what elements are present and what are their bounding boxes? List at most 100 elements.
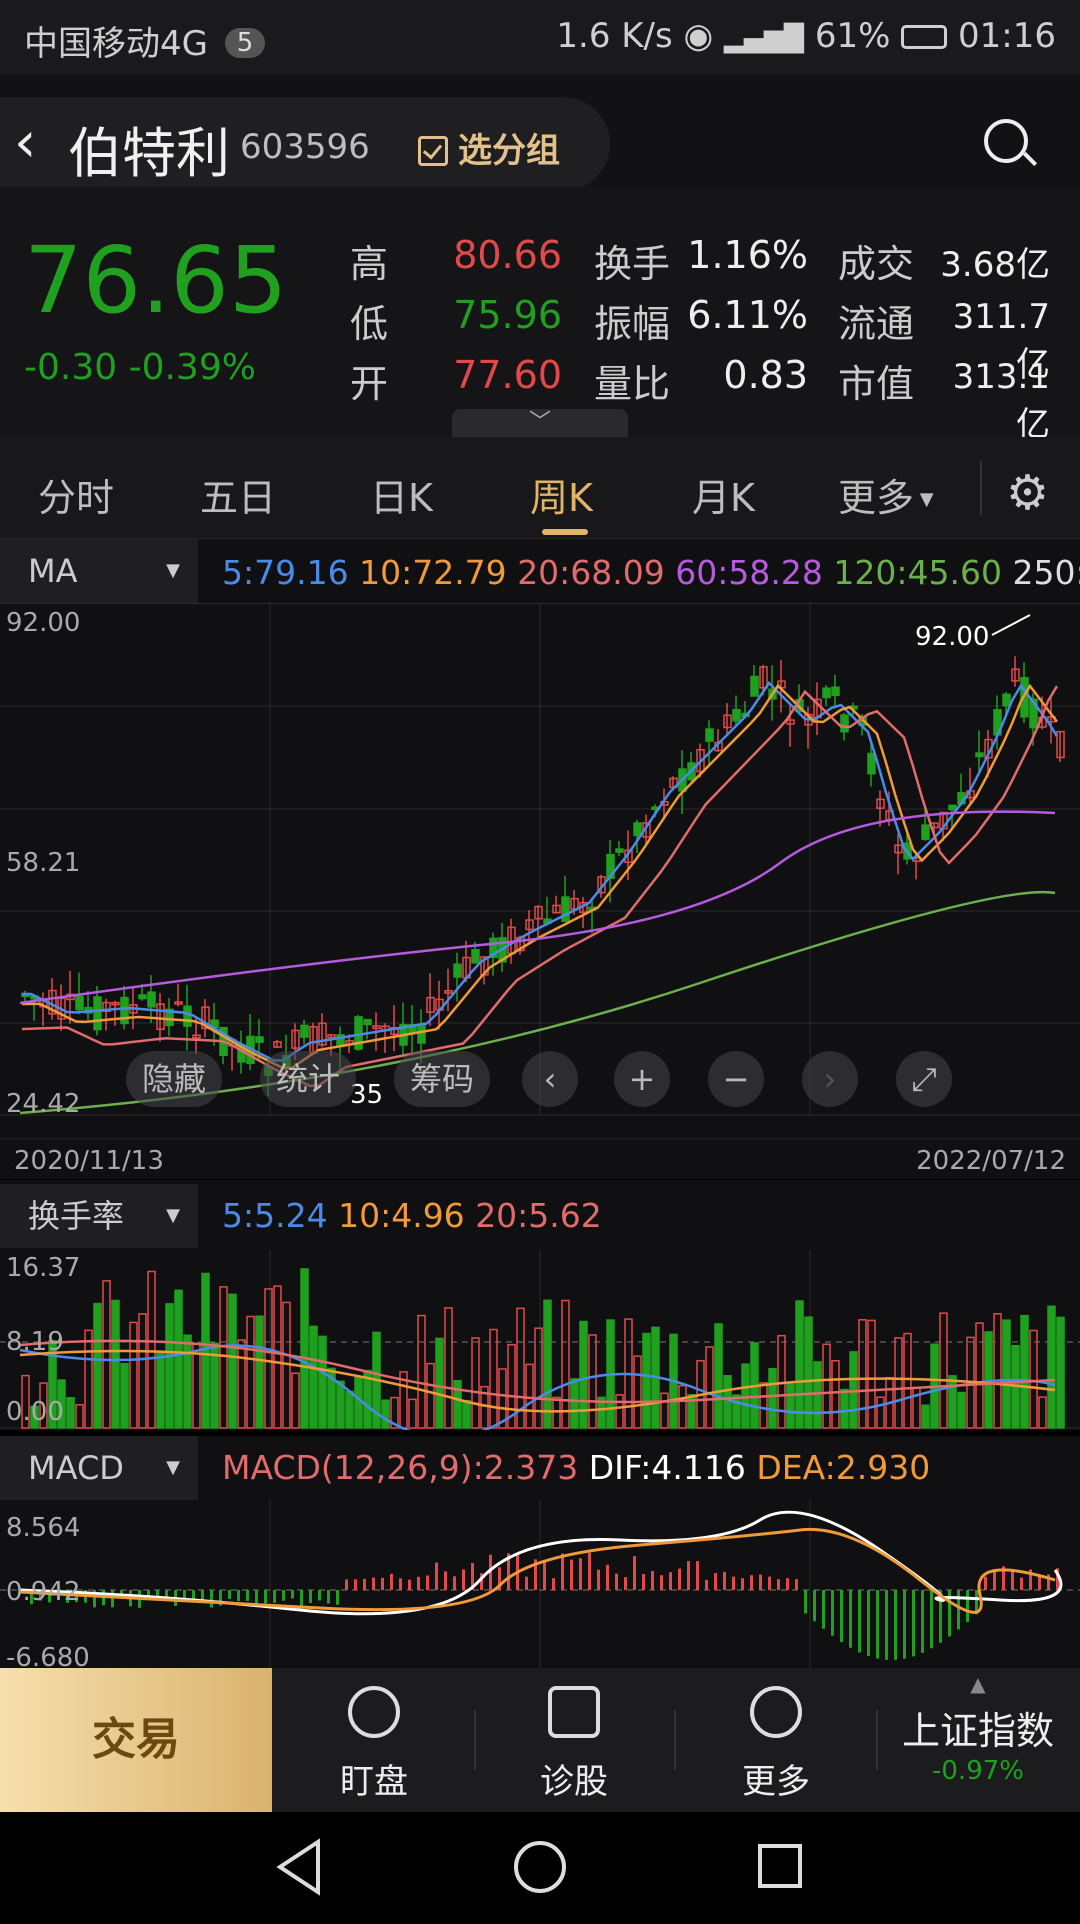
fullscreen-icon[interactable]: ⤢ (896, 1051, 952, 1107)
macd-bar (489, 1554, 492, 1590)
turnover-bar (345, 1390, 354, 1429)
macd-bar (66, 1590, 69, 1603)
active-tab-indicator (542, 529, 588, 535)
nav-back-icon[interactable] (276, 1838, 320, 1896)
tab-monthly-k[interactable]: 月K (692, 476, 755, 520)
stats-button[interactable]: 统计 (260, 1051, 356, 1107)
index-ticker[interactable]: ▲ 上证指数 -0.97% (878, 1668, 1078, 1812)
zoom-out-icon[interactable]: − (708, 1051, 764, 1107)
dea-line (19, 1527, 1056, 1614)
candle-body (633, 822, 642, 837)
diagnose-button[interactable]: 诊股 (474, 1668, 674, 1812)
tab-weekly-k[interactable]: 周K (530, 476, 593, 520)
turnover-bar (732, 1394, 741, 1429)
turnover-bar (57, 1379, 66, 1429)
macd-bar (966, 1590, 969, 1623)
macd-bar (219, 1590, 222, 1606)
indicator-selector-macd[interactable]: MACD ▼ (0, 1436, 198, 1500)
expand-chevron-icon[interactable]: ﹀ (452, 409, 628, 437)
turnover-bar (579, 1320, 588, 1429)
candle-body (471, 949, 480, 964)
turnover-bar (561, 1299, 570, 1429)
tab-more[interactable]: 更多 ▼ (838, 467, 934, 522)
macd-bar (804, 1590, 807, 1614)
divider (674, 1710, 676, 1770)
ma20-legend: 20:68.09 (517, 553, 665, 592)
chevron-right-icon[interactable]: › (802, 1051, 858, 1107)
stock-name: 伯特利 (68, 122, 230, 185)
watch-button[interactable]: 盯盘 (274, 1668, 474, 1812)
macd-bar (525, 1576, 528, 1590)
chevron-left-icon[interactable]: ‹ (522, 1051, 578, 1107)
y-axis-top: 92.00 (6, 608, 80, 638)
turnover-bar (156, 1352, 165, 1429)
candle-body (750, 675, 759, 697)
macd-bar (561, 1553, 564, 1590)
turnover-bar (102, 1280, 111, 1429)
turnover-bar (174, 1289, 183, 1429)
label-low: 低 (350, 302, 389, 346)
turnover-bar (759, 1382, 768, 1429)
tab-five-day[interactable]: 五日 (200, 476, 277, 520)
candle-body (894, 844, 903, 854)
turnover-bar (408, 1398, 417, 1429)
candle-body (444, 990, 453, 994)
macd-bar (885, 1590, 888, 1660)
macd-plot[interactable]: 8.564 0.942 -6.680 (0, 1500, 1080, 1668)
turnover-bar (705, 1346, 714, 1429)
turnover-plot[interactable]: 16.37 8.19 0.00 (0, 1250, 1080, 1430)
turnover-bar (876, 1396, 885, 1429)
candle-body (1011, 668, 1020, 682)
net-speed: 1.6 K/s (556, 16, 673, 56)
candle-body (453, 963, 462, 978)
select-group-button[interactable]: 选分组 (418, 123, 560, 172)
turnover-bar (687, 1394, 696, 1429)
turnover-bar (453, 1379, 462, 1429)
macd-bar (795, 1579, 798, 1590)
turnover-bar (390, 1396, 399, 1429)
zoom-in-icon[interactable]: + (614, 1051, 670, 1107)
hide-button[interactable]: 隐藏 (126, 1051, 222, 1107)
checkbox-icon (418, 136, 448, 166)
crosshair-icon (348, 1686, 400, 1738)
macd-bar (903, 1590, 906, 1659)
y-axis-bottom: 24.42 (6, 1089, 80, 1119)
macd-bar (948, 1590, 951, 1637)
search-icon[interactable] (984, 119, 1028, 163)
candle-body (102, 1001, 111, 1013)
nav-home-icon[interactable] (514, 1841, 566, 1893)
macd-bar (1002, 1566, 1005, 1590)
gear-icon[interactable]: ⚙ (1006, 465, 1050, 521)
back-arrow-icon[interactable]: ‹ (14, 110, 37, 175)
indicator-selector-turnover[interactable]: 换手率 ▼ (0, 1184, 198, 1248)
battery-icon (901, 25, 948, 49)
moving-average-lines (19, 681, 1059, 1115)
turnover-bar (678, 1384, 687, 1429)
turnover-bar (75, 1404, 84, 1429)
indicator-selector-ma[interactable]: MA ▼ (0, 539, 198, 603)
nav-recents-icon[interactable] (758, 1844, 802, 1888)
turnover-bar (786, 1383, 795, 1429)
chips-button[interactable]: 筹码 (394, 1051, 490, 1107)
tab-intraday[interactable]: 分时 (38, 476, 115, 520)
label-open: 开 (350, 362, 389, 406)
ma-line (22, 681, 1059, 1062)
trade-button[interactable]: 交易 (0, 1668, 272, 1812)
turnover-bar (48, 1340, 57, 1429)
macd-bar (741, 1578, 744, 1590)
candle-body (318, 1022, 327, 1046)
kline-plot[interactable]: 92.00 58.21 24.42 92.00 35 2020/11/13 20… (0, 603, 1080, 1179)
macd-bar (669, 1572, 672, 1590)
signal-icon: ▂▄▆█ (724, 24, 804, 54)
stock-code: 603596 (240, 127, 370, 167)
more-button[interactable]: 更多 (676, 1668, 876, 1812)
macd-bar (327, 1590, 330, 1604)
turnover-bar (615, 1394, 624, 1429)
candle-body (273, 1041, 282, 1048)
turnover-bar (993, 1313, 1002, 1429)
turnover-bar (1056, 1316, 1065, 1429)
index-name: 上证指数 (901, 1709, 1054, 1753)
tab-daily-k[interactable]: 日K (370, 476, 433, 520)
macd-value: MACD(12,26,9):2.373 (222, 1448, 579, 1487)
macd-bar (642, 1574, 645, 1590)
